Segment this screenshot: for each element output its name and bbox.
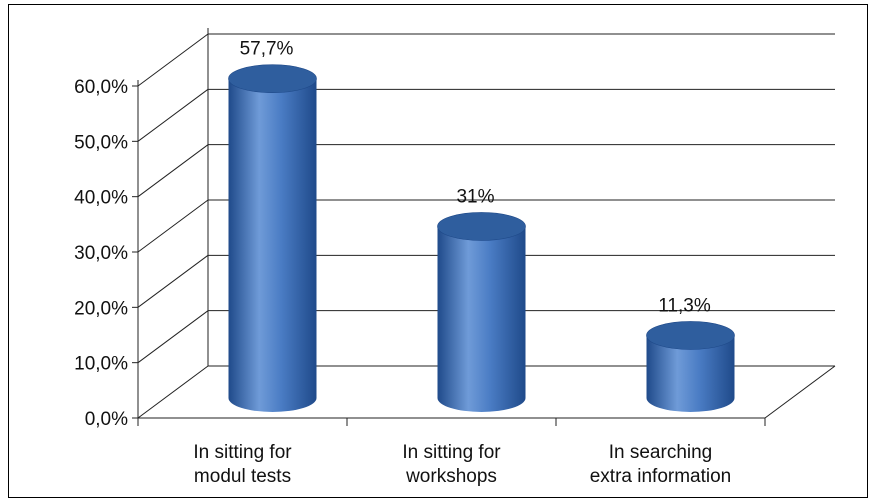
y-tick-label: 0,0%: [85, 409, 128, 430]
bar-body: [228, 78, 317, 413]
x-category-label: In sitting for: [193, 442, 292, 463]
x-category-label: In sitting for: [402, 442, 501, 463]
data-label: 11,3%: [658, 295, 711, 316]
data-label: 31%: [456, 186, 494, 207]
bar-top: [437, 212, 526, 241]
gridline-side: [137, 365, 209, 419]
bar: [228, 64, 317, 413]
bar-top: [646, 321, 735, 350]
y-tick-label: 50,0%: [74, 132, 128, 153]
gridline-side: [137, 310, 209, 364]
bars: [228, 64, 735, 413]
gridline-side: [137, 144, 209, 198]
bar: [646, 321, 735, 413]
y-tick-label: 20,0%: [74, 298, 128, 319]
gridline-side: [137, 88, 209, 142]
bar-body: [437, 226, 526, 413]
y-tick-label: 60,0%: [74, 77, 128, 98]
x-axis-category-labels: In sitting for modul tests In sitting for w…: [193, 442, 731, 487]
x-category-label: In searching: [609, 442, 713, 463]
gridline-side: [137, 33, 209, 87]
y-tick-label: 40,0%: [74, 188, 128, 209]
y-tick-label: 30,0%: [74, 243, 128, 264]
axes: [132, 28, 836, 426]
floor-right-edge: [764, 365, 836, 419]
bar-body: [646, 335, 735, 413]
x-category-label: extra information: [590, 466, 732, 487]
x-category-label: workshops: [405, 466, 497, 487]
x-category-label: modul tests: [194, 466, 291, 487]
data-labels: 57,7% 31% 11,3%: [240, 39, 711, 317]
gridline-side: [137, 254, 209, 308]
bar: [437, 212, 526, 413]
data-label: 57,7%: [240, 39, 294, 60]
y-tick-label: 10,0%: [74, 354, 128, 375]
y-axis-tick-labels: 0,0% 10,0% 20,0% 30,0% 40,0% 50,0% 60,0%: [74, 77, 128, 430]
gridline-side: [137, 199, 209, 253]
bar-top: [228, 64, 317, 94]
